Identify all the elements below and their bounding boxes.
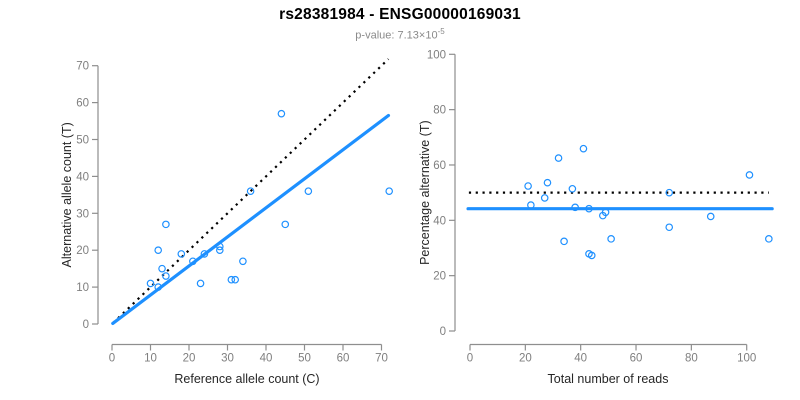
y-axis-title: Alternative allele count (T) — [60, 122, 74, 267]
data-point — [706, 212, 715, 221]
data-point — [765, 235, 773, 243]
x-tick-label: 60 — [630, 353, 643, 365]
data-point — [587, 251, 596, 260]
x-tick-label: 30 — [221, 353, 234, 365]
data-point — [554, 154, 563, 162]
data-point — [540, 194, 549, 202]
data-point — [146, 279, 155, 288]
x-tick-label: 100 — [737, 353, 756, 365]
y-tick-label: 0 — [83, 319, 89, 331]
x-tick-label: 20 — [183, 353, 196, 365]
data-point — [154, 246, 163, 255]
x-tick-label: 40 — [260, 353, 273, 365]
data-point — [304, 187, 313, 195]
data-point — [216, 246, 224, 255]
figure-title: rs28381984 - ENSG00000169031 — [279, 6, 521, 23]
figure-subtitle: p-value: 7.13×10-5 — [0, 27, 800, 42]
y-tick-label: 40 — [433, 215, 446, 227]
x-tick-label: 80 — [685, 353, 698, 365]
data-point — [524, 182, 532, 190]
data-point — [246, 187, 255, 195]
data-point — [568, 184, 577, 193]
data-points — [524, 144, 773, 260]
data-point — [231, 275, 240, 284]
y-axis-title: Percentage alternative (T) — [418, 120, 432, 265]
y-tick-label: 80 — [433, 105, 446, 117]
data-point — [601, 208, 610, 217]
y-tick-label: 100 — [427, 49, 446, 61]
data-point — [665, 223, 674, 232]
y-tick-label: 20 — [433, 271, 446, 283]
data-point — [585, 204, 593, 213]
y-tick-label: 60 — [76, 98, 89, 110]
data-point — [277, 109, 286, 118]
p-value-exponent: -5 — [437, 27, 445, 36]
y-tick-label: 70 — [76, 61, 89, 73]
data-point — [571, 203, 579, 212]
x-tick-label: 60 — [337, 353, 350, 365]
data-point — [227, 275, 236, 284]
data-points — [146, 109, 394, 291]
p-value-text: p-value: 7.13×10 — [355, 29, 438, 42]
x-tick-label: 70 — [375, 353, 388, 365]
y-tick-label: 50 — [76, 135, 89, 147]
data-point — [527, 201, 535, 209]
y-tick-label: 10 — [76, 282, 89, 294]
x-tick-label: 50 — [298, 353, 311, 365]
figure-header: rs28381984 - ENSG00000169031 p-value: 7.… — [0, 0, 800, 42]
x-axis-title: Reference allele count (C) — [174, 372, 319, 386]
data-point — [281, 220, 290, 229]
y-tick-label: 0 — [440, 326, 446, 338]
data-point — [216, 242, 224, 251]
y-tick-label: 30 — [76, 208, 89, 220]
data-point — [189, 257, 197, 266]
data-point — [665, 188, 674, 197]
x-tick-label: 20 — [519, 353, 532, 365]
x-tick-label: 0 — [467, 353, 473, 365]
y-tick-label: 20 — [76, 245, 89, 257]
y-tick-label: 40 — [76, 171, 89, 183]
data-point — [745, 171, 754, 179]
data-point — [154, 283, 163, 291]
y-tick-label: 60 — [433, 160, 446, 172]
x-axis-title: Total number of reads — [548, 372, 669, 386]
data-point — [177, 250, 186, 258]
data-point — [196, 279, 205, 288]
x-tick-label: 10 — [144, 353, 157, 365]
x-tick-label: 40 — [574, 353, 587, 365]
identity-line — [112, 58, 390, 324]
data-point — [385, 187, 394, 195]
panel-counts: 0 10 20 30 40 50 60 70 0 10 20 30 40 50 60 70 Reference … — [60, 58, 394, 386]
fit-line — [111, 113, 391, 326]
data-point — [239, 257, 247, 266]
data-point — [162, 220, 170, 229]
x-tick-label: 0 — [109, 353, 115, 365]
data-point — [579, 144, 588, 153]
data-point — [543, 178, 552, 187]
data-point — [162, 272, 170, 280]
data-point — [560, 237, 568, 246]
data-point — [158, 264, 166, 273]
data-point — [200, 250, 209, 258]
data-point — [607, 235, 615, 243]
panel-percentage: 0 20 40 60 80 100 0 20 40 60 80 100 Total number of … — [418, 49, 774, 386]
